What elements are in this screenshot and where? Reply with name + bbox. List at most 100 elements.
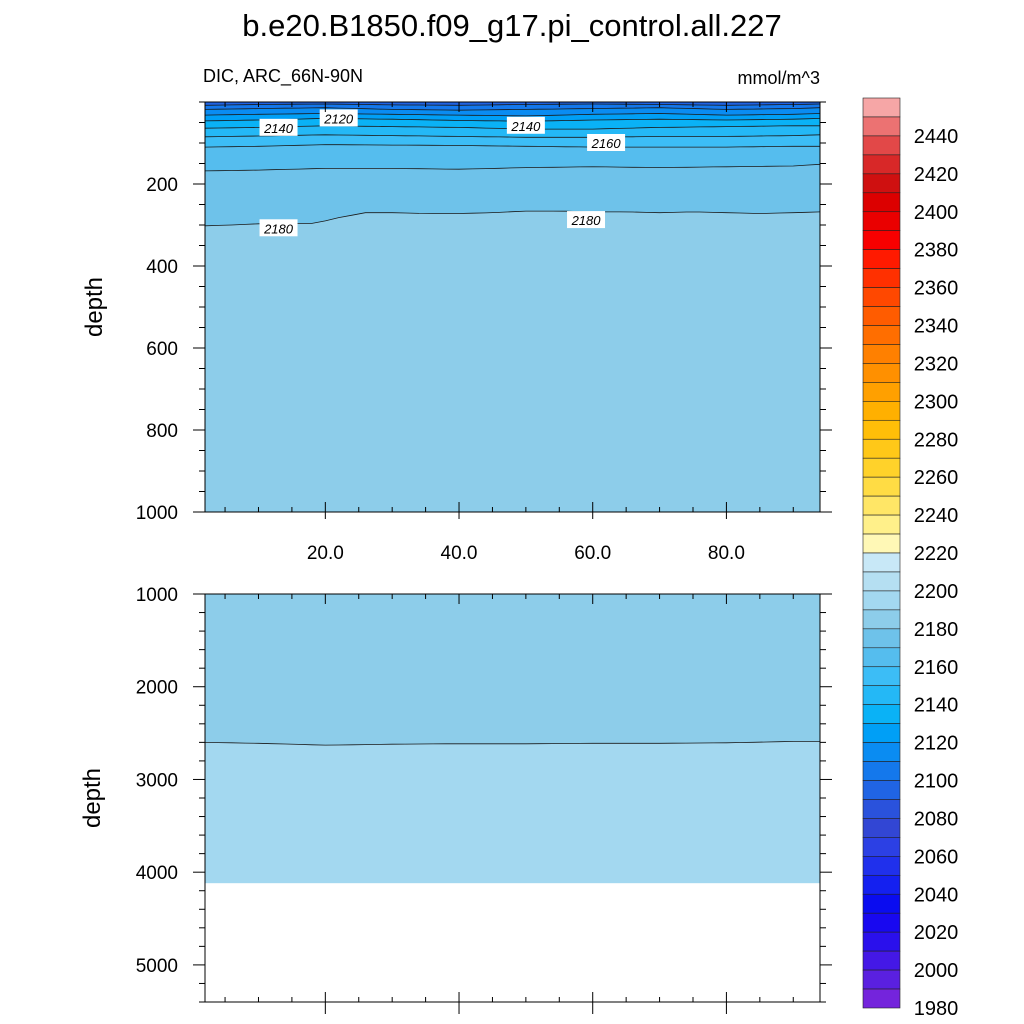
svg-text:2140: 2140 bbox=[263, 121, 294, 136]
upper-contour-label-5: 2180 bbox=[567, 211, 606, 229]
colorbar-label-2060: 2060 bbox=[914, 846, 959, 868]
colorbar-label-2100: 2100 bbox=[914, 771, 959, 793]
colorbar-swatch-29 bbox=[862, 647, 901, 668]
colorbar-swatch-11 bbox=[862, 306, 901, 326]
colorbar-label-2400: 2400 bbox=[914, 202, 959, 224]
lower-y-tick-label-4: 5000 bbox=[136, 956, 178, 977]
colorbar-swatch-0 bbox=[862, 97, 901, 118]
colorbar-swatch-8 bbox=[862, 249, 901, 269]
upper-y-tick-label-2: 600 bbox=[146, 339, 178, 360]
colorbar-swatch-31 bbox=[862, 685, 901, 705]
colorbar-label-2320: 2320 bbox=[914, 353, 959, 375]
colorbar-label-2240: 2240 bbox=[914, 505, 959, 527]
colorbar-label-1980: 1980 bbox=[914, 998, 959, 1020]
upper-contour-2170 bbox=[205, 163, 820, 172]
lower-contour-2190 bbox=[205, 741, 820, 746]
colorbar-swatch-35 bbox=[862, 761, 901, 781]
upper-contour-label-1: 2140 bbox=[259, 118, 298, 136]
colorbar-swatch-22 bbox=[862, 514, 901, 535]
lower-y-tick-label-1: 2000 bbox=[136, 678, 178, 699]
lower-band-below-2190 bbox=[205, 594, 820, 746]
colorbar-swatch-34 bbox=[862, 742, 901, 762]
colorbar-swatch-46 bbox=[862, 969, 901, 990]
lower-y-axis-label: depth bbox=[79, 768, 106, 828]
colorbar-label-2080: 2080 bbox=[914, 808, 959, 830]
colorbar-label-2260: 2260 bbox=[914, 467, 959, 489]
variable-region-subtitle: DIC, ARC_66N-90N bbox=[203, 66, 363, 87]
upper-contour-label-3: 2160 bbox=[587, 134, 626, 151]
lower-seafloor-mask bbox=[205, 883, 820, 1002]
colorbar-swatch-1 bbox=[862, 116, 901, 137]
svg-text:2180: 2180 bbox=[571, 213, 602, 228]
upper-y-axis-label: depth bbox=[81, 277, 108, 337]
colorbar-swatch-27 bbox=[862, 609, 901, 630]
colorbar-swatch-5 bbox=[862, 192, 901, 213]
colorbar-swatch-39 bbox=[862, 837, 901, 857]
colorbar-swatch-6 bbox=[862, 211, 901, 232]
lower-depth-panel: depth 1000 2000 3000 4000 5000 bbox=[79, 585, 832, 1014]
colorbar-swatch-2 bbox=[862, 135, 901, 156]
colorbar-swatch-7 bbox=[862, 230, 901, 250]
colorbar-swatch-47 bbox=[862, 988, 901, 1009]
colorbar-swatch-14 bbox=[862, 363, 901, 383]
colorbar-swatch-28 bbox=[862, 628, 901, 649]
x-tick-label-0: 20.0 bbox=[307, 543, 344, 564]
x-tick-label-2: 60.0 bbox=[574, 543, 611, 564]
colorbar-label-2220: 2220 bbox=[914, 543, 959, 565]
colorbar-label-2040: 2040 bbox=[914, 884, 959, 906]
colorbar-swatch-18 bbox=[862, 438, 901, 459]
colorbar-label-2000: 2000 bbox=[914, 960, 959, 982]
figure-title: b.e20.B1850.f09_g17.pi_control.all.227 bbox=[242, 8, 782, 43]
units-subtitle: mmol/m^3 bbox=[738, 68, 820, 88]
colorbar-label-2180: 2180 bbox=[914, 619, 959, 641]
colorbar-swatch-19 bbox=[862, 457, 901, 478]
upper-y-tick-label-4: 1000 bbox=[136, 503, 178, 524]
colorbar-swatch-40 bbox=[862, 856, 901, 876]
colorbar-swatch-33 bbox=[862, 723, 901, 743]
upper-contour-2180 bbox=[205, 210, 820, 227]
colorbar-swatch-10 bbox=[862, 287, 901, 307]
upper-y-tick-label-0: 200 bbox=[146, 175, 178, 196]
lower-contour-field bbox=[205, 594, 820, 1002]
colorbar-swatch-16 bbox=[862, 401, 901, 421]
colorbar-label-2120: 2120 bbox=[914, 733, 959, 755]
colorbar-swatch-41 bbox=[862, 874, 901, 895]
svg-text:2160: 2160 bbox=[591, 136, 622, 151]
colorbar-swatch-13 bbox=[862, 344, 901, 364]
colorbar-label-2200: 2200 bbox=[914, 581, 959, 603]
colorbar-label-2280: 2280 bbox=[914, 429, 959, 451]
upper-contour-2110 bbox=[205, 107, 820, 111]
colorbar-swatch-20 bbox=[862, 476, 901, 497]
lower-y-tick-label-2: 3000 bbox=[136, 770, 178, 791]
colorbar-swatch-26 bbox=[862, 590, 901, 611]
upper-depth-panel: depth 2120 2140 2140 2160 2180 2180 20.0 40.0 60… bbox=[81, 101, 832, 564]
colorbar-swatch-9 bbox=[862, 268, 901, 288]
colorbar-swatch-23 bbox=[862, 533, 901, 554]
colorbar-label-2300: 2300 bbox=[914, 391, 959, 413]
colorbar-swatch-45 bbox=[862, 950, 901, 971]
svg-text:2140: 2140 bbox=[510, 119, 541, 134]
colorbar-label-2440: 2440 bbox=[914, 126, 959, 148]
colorbar-swatch-32 bbox=[862, 704, 901, 724]
colorbar-swatch-38 bbox=[862, 818, 901, 838]
colorbar-label-2420: 2420 bbox=[914, 164, 959, 186]
x-tick-label-3: 80.0 bbox=[708, 543, 745, 564]
svg-text:2180: 2180 bbox=[263, 221, 294, 236]
colorbar-swatch-36 bbox=[862, 780, 901, 800]
upper-contour-2160 bbox=[205, 144, 820, 148]
lower-y-tick-label-3: 4000 bbox=[136, 863, 178, 884]
colorbar-swatch-37 bbox=[862, 799, 901, 819]
colorbar-swatch-24 bbox=[862, 552, 901, 573]
colorbar: 2440 2420 2400 2380 2360 2340 2320 2300 2280 2260… bbox=[862, 97, 959, 1020]
colorbar-label-2020: 2020 bbox=[914, 922, 959, 944]
colorbar-label-2340: 2340 bbox=[914, 316, 959, 338]
colorbar-swatch-25 bbox=[862, 571, 901, 592]
colorbar-swatch-30 bbox=[862, 666, 901, 687]
upper-contour-field: 2120 2140 2140 2160 2180 2180 bbox=[205, 102, 820, 512]
colorbar-swatch-17 bbox=[862, 419, 901, 440]
colorbar-label-2160: 2160 bbox=[914, 657, 959, 679]
upper-contour-label-4: 2180 bbox=[259, 219, 298, 237]
colorbar-label-2360: 2360 bbox=[914, 278, 959, 300]
colorbar-label-2140: 2140 bbox=[914, 695, 959, 717]
